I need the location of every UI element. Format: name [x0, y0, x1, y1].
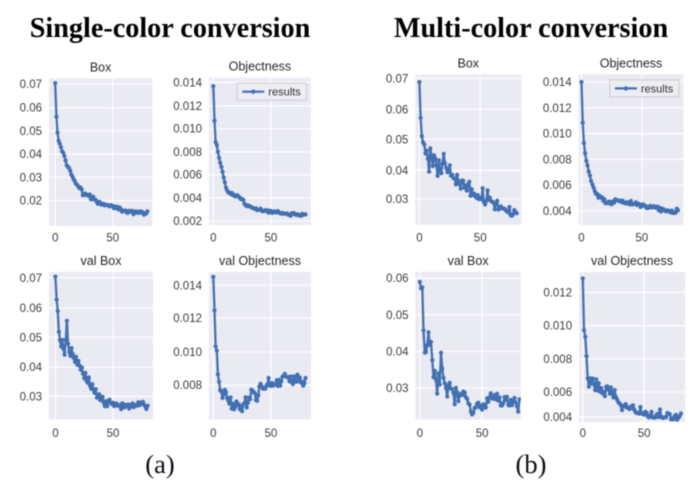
svg-text:0.06: 0.06 — [386, 273, 408, 285]
svg-text:0.03: 0.03 — [20, 391, 42, 403]
svg-text:(b): (b) — [516, 449, 547, 479]
svg-text:0.06: 0.06 — [20, 303, 42, 315]
svg-text:0.010: 0.010 — [173, 124, 202, 136]
svg-text:Single-color conversion: Single-color conversion — [30, 13, 311, 44]
svg-text:0.05: 0.05 — [20, 126, 42, 138]
svg-text:0.006: 0.006 — [543, 180, 572, 192]
svg-text:0.04: 0.04 — [386, 346, 409, 358]
svg-text:0.002: 0.002 — [173, 216, 202, 228]
svg-text:0.008: 0.008 — [543, 154, 572, 166]
svg-text:0: 0 — [52, 233, 58, 245]
svg-text:0.004: 0.004 — [543, 412, 572, 424]
svg-text:0.010: 0.010 — [543, 321, 572, 333]
svg-text:0: 0 — [578, 233, 584, 245]
svg-text:0: 0 — [417, 428, 423, 440]
svg-text:50: 50 — [106, 233, 119, 245]
svg-text:50: 50 — [474, 233, 487, 245]
svg-text:Box: Box — [90, 61, 112, 75]
svg-text:val Box: val Box — [81, 254, 123, 268]
svg-text:0: 0 — [210, 428, 216, 440]
svg-text:val Objectness: val Objectness — [591, 254, 673, 268]
svg-text:0: 0 — [52, 428, 58, 440]
svg-text:results: results — [641, 83, 674, 95]
svg-text:0.06: 0.06 — [386, 104, 408, 116]
svg-text:0: 0 — [580, 428, 586, 440]
svg-text:0.06: 0.06 — [20, 103, 42, 115]
svg-text:0.03: 0.03 — [386, 383, 408, 395]
svg-text:0.008: 0.008 — [173, 147, 202, 159]
svg-text:val Objectness: val Objectness — [219, 254, 301, 268]
svg-text:50: 50 — [638, 428, 651, 440]
svg-text:0.014: 0.014 — [173, 77, 202, 89]
svg-text:Box: Box — [458, 56, 480, 70]
svg-text:Multi-color conversion: Multi-color conversion — [394, 13, 669, 44]
svg-text:50: 50 — [635, 233, 648, 245]
svg-text:0.012: 0.012 — [173, 101, 202, 113]
svg-text:0.02: 0.02 — [20, 196, 42, 208]
svg-text:Objectness: Objectness — [229, 60, 292, 74]
svg-text:0.008: 0.008 — [173, 380, 202, 392]
svg-text:0.008: 0.008 — [543, 354, 572, 366]
svg-text:0.012: 0.012 — [173, 313, 202, 325]
svg-text:0: 0 — [210, 233, 216, 245]
svg-text:0.04: 0.04 — [386, 165, 409, 177]
svg-text:0.04: 0.04 — [20, 149, 43, 161]
svg-text:0.012: 0.012 — [543, 103, 572, 115]
svg-text:0.012: 0.012 — [543, 287, 572, 299]
svg-text:0.07: 0.07 — [20, 273, 42, 285]
svg-text:0: 0 — [416, 233, 422, 245]
svg-text:0.05: 0.05 — [386, 134, 408, 146]
svg-text:(a): (a) — [145, 449, 174, 479]
svg-text:0.004: 0.004 — [543, 206, 572, 218]
svg-text:0.05: 0.05 — [386, 310, 408, 322]
svg-text:0.004: 0.004 — [173, 193, 202, 205]
svg-text:0.03: 0.03 — [20, 172, 42, 184]
svg-text:50: 50 — [107, 428, 120, 440]
svg-text:0.010: 0.010 — [173, 347, 202, 359]
svg-text:0.006: 0.006 — [173, 170, 202, 182]
svg-text:0.014: 0.014 — [543, 77, 572, 89]
svg-text:0.05: 0.05 — [20, 332, 42, 344]
svg-text:50: 50 — [265, 428, 278, 440]
svg-text:50: 50 — [476, 428, 489, 440]
svg-text:0.010: 0.010 — [543, 129, 572, 141]
svg-text:0.006: 0.006 — [543, 387, 572, 399]
svg-text:0.03: 0.03 — [386, 194, 408, 206]
svg-text:val Box: val Box — [448, 254, 490, 268]
svg-text:0.014: 0.014 — [173, 280, 202, 292]
svg-text:0.07: 0.07 — [20, 79, 42, 91]
svg-text:50: 50 — [265, 233, 278, 245]
svg-text:0.04: 0.04 — [20, 362, 43, 374]
svg-text:results: results — [268, 87, 301, 99]
svg-text:Objectness: Objectness — [600, 56, 663, 70]
svg-text:0.07: 0.07 — [386, 74, 408, 86]
